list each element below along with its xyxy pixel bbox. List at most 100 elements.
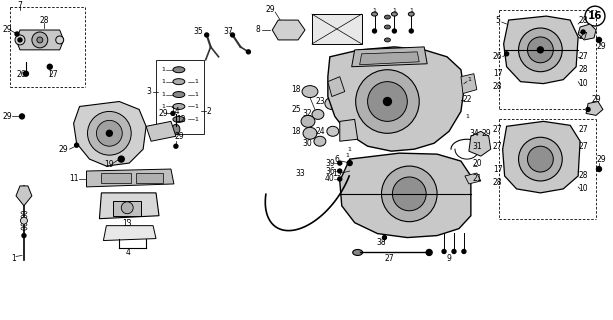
Text: 1: 1 [161, 104, 165, 109]
Circle shape [426, 250, 432, 255]
Circle shape [527, 37, 554, 63]
Circle shape [20, 217, 28, 224]
Text: 22: 22 [462, 95, 471, 104]
Polygon shape [328, 77, 345, 97]
Ellipse shape [312, 109, 324, 119]
Text: 10: 10 [578, 184, 588, 193]
Circle shape [504, 52, 509, 56]
Polygon shape [312, 14, 362, 44]
Text: 28: 28 [493, 82, 503, 91]
Text: 29: 29 [596, 155, 606, 164]
Text: 1: 1 [409, 8, 413, 12]
Text: 8: 8 [256, 26, 261, 35]
Polygon shape [340, 119, 357, 141]
Text: 1: 1 [161, 79, 165, 84]
Text: 26: 26 [16, 70, 26, 79]
Polygon shape [136, 173, 163, 183]
Ellipse shape [173, 67, 185, 73]
Text: 23: 23 [315, 97, 325, 106]
Circle shape [23, 71, 28, 76]
Text: 15: 15 [332, 169, 341, 178]
Text: 14: 14 [170, 107, 180, 116]
Text: 19: 19 [105, 160, 114, 169]
Text: 24: 24 [315, 127, 325, 136]
Polygon shape [360, 52, 419, 65]
Circle shape [392, 29, 397, 33]
Circle shape [409, 29, 413, 33]
Polygon shape [272, 20, 305, 40]
Text: 28: 28 [578, 65, 588, 74]
Circle shape [18, 38, 22, 42]
Polygon shape [469, 131, 491, 156]
Text: 29: 29 [596, 42, 606, 52]
Text: 29: 29 [2, 112, 12, 121]
Circle shape [596, 37, 601, 43]
Circle shape [15, 35, 25, 45]
Circle shape [121, 202, 133, 214]
Circle shape [205, 33, 208, 37]
Text: 1: 1 [373, 8, 376, 12]
Circle shape [20, 114, 25, 119]
Ellipse shape [173, 103, 185, 109]
Text: 1: 1 [195, 92, 199, 97]
Polygon shape [86, 169, 174, 187]
Text: 32: 32 [302, 109, 312, 118]
Text: 1: 1 [348, 147, 352, 152]
Text: 12: 12 [176, 115, 186, 124]
Ellipse shape [303, 127, 317, 139]
Text: 31: 31 [472, 142, 482, 151]
Ellipse shape [172, 124, 180, 134]
Circle shape [581, 30, 585, 34]
Text: 29: 29 [265, 5, 275, 14]
Text: 11: 11 [69, 174, 78, 183]
Ellipse shape [384, 38, 390, 42]
Text: 3: 3 [147, 87, 151, 96]
Text: 27: 27 [49, 70, 59, 79]
Polygon shape [101, 173, 131, 183]
Text: 28: 28 [493, 179, 503, 188]
Circle shape [519, 28, 562, 72]
Circle shape [586, 108, 590, 111]
Polygon shape [578, 24, 596, 40]
Text: 1: 1 [161, 92, 165, 97]
Ellipse shape [371, 12, 378, 16]
Circle shape [32, 32, 48, 48]
Ellipse shape [327, 126, 339, 136]
Circle shape [107, 130, 112, 136]
Circle shape [392, 177, 426, 211]
Ellipse shape [173, 116, 185, 122]
Text: 28: 28 [39, 16, 48, 25]
Polygon shape [113, 201, 141, 216]
Circle shape [118, 156, 124, 162]
Circle shape [15, 32, 19, 36]
Ellipse shape [325, 98, 339, 109]
Text: 2: 2 [207, 107, 211, 116]
Text: 39: 39 [325, 159, 335, 168]
Text: 6: 6 [334, 155, 339, 164]
Text: 38: 38 [376, 238, 386, 247]
Text: 29: 29 [591, 95, 601, 104]
Text: 27: 27 [493, 125, 503, 134]
Bar [156, 60, 204, 134]
Circle shape [519, 137, 562, 181]
Text: 34: 34 [469, 129, 479, 138]
Text: 33: 33 [295, 169, 305, 178]
Text: 10: 10 [578, 79, 588, 88]
Text: 21: 21 [472, 174, 482, 183]
Circle shape [383, 236, 386, 240]
Circle shape [538, 47, 543, 53]
Text: 5: 5 [495, 16, 500, 25]
Text: 1: 1 [392, 8, 397, 12]
Text: 1: 1 [195, 117, 199, 122]
Text: 29: 29 [59, 145, 69, 154]
Text: 26: 26 [493, 52, 503, 61]
Circle shape [174, 144, 178, 148]
Text: 29: 29 [482, 129, 492, 138]
Text: 27: 27 [384, 254, 394, 263]
Text: 27: 27 [578, 125, 588, 134]
Text: 35: 35 [194, 28, 204, 36]
Polygon shape [352, 47, 427, 67]
Text: 4: 4 [126, 248, 131, 257]
Text: 20: 20 [472, 159, 482, 168]
Circle shape [171, 111, 175, 116]
